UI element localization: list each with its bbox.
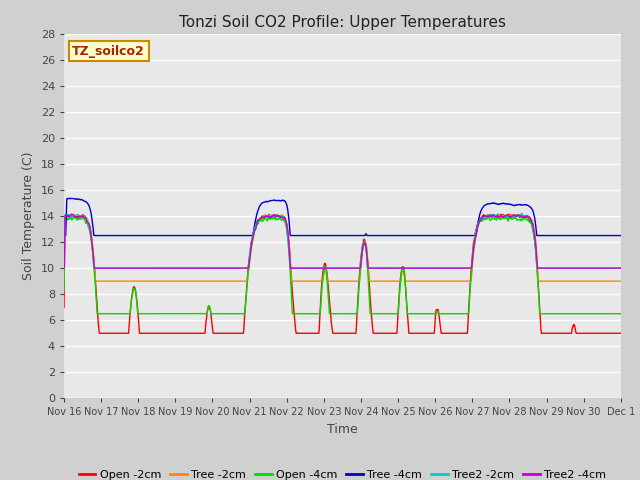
- Open -2cm: [95, 330, 103, 336]
- Open -4cm: [89, 249, 97, 255]
- Tree -4cm: [499, 201, 506, 206]
- Tree -2cm: [504, 211, 512, 217]
- Open -4cm: [317, 307, 324, 312]
- Tree2 -4cm: [89, 247, 97, 253]
- Open -2cm: [499, 212, 507, 217]
- Open -2cm: [88, 244, 96, 250]
- Line: Tree -4cm: Tree -4cm: [64, 198, 621, 236]
- Open -2cm: [494, 211, 502, 217]
- Open -4cm: [617, 311, 625, 317]
- Open -4cm: [93, 311, 101, 317]
- Open -4cm: [601, 311, 609, 317]
- Tree2 -4cm: [316, 265, 324, 271]
- Tree -2cm: [601, 278, 609, 284]
- Tree -4cm: [68, 195, 76, 201]
- Tree -4cm: [331, 233, 339, 239]
- Tree2 -4cm: [601, 265, 609, 271]
- Tree2 -2cm: [518, 210, 525, 216]
- Open -2cm: [617, 330, 625, 336]
- Y-axis label: Soil Temperature (C): Soil Temperature (C): [22, 152, 35, 280]
- Tree -4cm: [601, 233, 609, 239]
- Tree -2cm: [88, 240, 96, 245]
- Open -2cm: [331, 330, 339, 336]
- Line: Tree -2cm: Tree -2cm: [64, 214, 621, 281]
- Tree -2cm: [331, 278, 339, 284]
- Tree2 -4cm: [617, 265, 625, 271]
- Open -2cm: [316, 306, 324, 312]
- Tree2 -2cm: [316, 265, 324, 271]
- Open -4cm: [332, 311, 339, 317]
- Tree2 -2cm: [601, 265, 609, 271]
- Tree2 -4cm: [68, 211, 76, 217]
- Open -2cm: [601, 330, 609, 336]
- Line: Tree2 -2cm: Tree2 -2cm: [64, 213, 621, 268]
- Open -4cm: [499, 216, 507, 222]
- Tree -2cm: [601, 278, 609, 284]
- Tree2 -2cm: [60, 265, 68, 271]
- Tree2 -2cm: [617, 265, 625, 271]
- Tree -2cm: [499, 212, 506, 218]
- X-axis label: Time: Time: [327, 423, 358, 436]
- Tree -2cm: [316, 278, 324, 284]
- Tree -4cm: [316, 233, 324, 239]
- Line: Open -2cm: Open -2cm: [64, 214, 621, 333]
- Tree -4cm: [601, 233, 609, 239]
- Tree2 -2cm: [88, 246, 96, 252]
- Tree2 -4cm: [331, 265, 339, 271]
- Open -4cm: [60, 287, 68, 292]
- Tree2 -2cm: [499, 213, 506, 219]
- Open -4cm: [602, 311, 609, 317]
- Tree2 -4cm: [60, 265, 68, 271]
- Title: Tonzi Soil CO2 Profile: Upper Temperatures: Tonzi Soil CO2 Profile: Upper Temperatur…: [179, 15, 506, 30]
- Tree -2cm: [60, 278, 68, 284]
- Tree2 -2cm: [331, 265, 339, 271]
- Open -2cm: [60, 305, 68, 311]
- Line: Tree2 -4cm: Tree2 -4cm: [64, 214, 621, 268]
- Tree -4cm: [60, 233, 68, 239]
- Tree -4cm: [89, 222, 97, 228]
- Tree -4cm: [617, 233, 625, 239]
- Tree2 -4cm: [499, 215, 506, 220]
- Legend: Open -2cm, Tree -2cm, Open -4cm, Tree -4cm, Tree2 -2cm, Tree2 -4cm: Open -2cm, Tree -2cm, Open -4cm, Tree -4…: [74, 465, 611, 480]
- Tree -2cm: [617, 278, 625, 284]
- Open -2cm: [602, 330, 609, 336]
- Tree2 -2cm: [601, 265, 609, 271]
- Line: Open -4cm: Open -4cm: [64, 216, 621, 314]
- Text: TZ_soilco2: TZ_soilco2: [72, 45, 145, 58]
- Tree2 -4cm: [601, 265, 609, 271]
- Open -4cm: [67, 214, 74, 219]
